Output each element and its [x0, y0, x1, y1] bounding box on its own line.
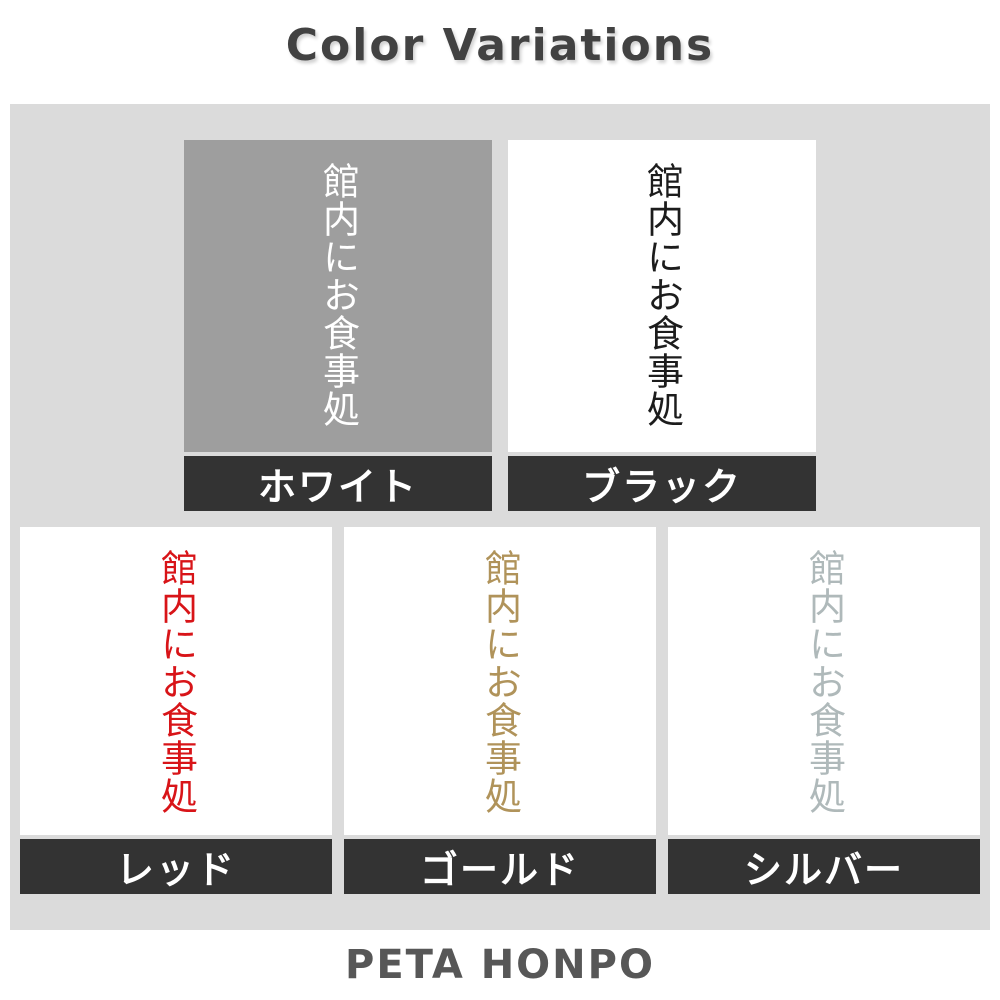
- vertical-sample-text-silver: 館内にお食事処: [803, 549, 845, 815]
- title-area: Color Variations: [0, 0, 1000, 104]
- variation-tile-gold: 館内にお食事処 ゴールド: [344, 527, 656, 894]
- vertical-sample-text-black: 館内にお食事処: [641, 162, 683, 428]
- variations-row-bottom: 館内にお食事処 レッド 館内にお食事処 ゴールド 館内にお食事処: [20, 527, 980, 894]
- swatch-black: 館内にお食事処: [508, 140, 816, 452]
- swatch-white: 館内にお食事処: [184, 140, 492, 452]
- variation-tile-silver: 館内にお食事処 シルバー: [668, 527, 980, 894]
- color-label-bar-silver: シルバー: [668, 839, 980, 894]
- color-label-gold: ゴールド: [419, 850, 580, 892]
- color-label-bar-red: レッド: [20, 839, 332, 894]
- vertical-sample-text-gold: 館内にお食事処: [479, 549, 521, 815]
- swatch-red: 館内にお食事処: [20, 527, 332, 835]
- color-label-red: レッド: [115, 850, 236, 892]
- color-label-bar-gold: ゴールド: [344, 839, 656, 894]
- color-label-silver: シルバー: [743, 850, 904, 892]
- footer-area: PETA HONPO: [0, 930, 1000, 1000]
- variation-tile-black: 館内にお食事処 ブラック: [508, 140, 816, 511]
- variations-row-top: 館内にお食事処 ホワイト 館内にお食事処 ブラック: [184, 140, 816, 511]
- vertical-sample-text-white: 館内にお食事処: [317, 162, 359, 428]
- vertical-sample-text-red: 館内にお食事処: [155, 549, 197, 815]
- variation-tile-red: 館内にお食事処 レッド: [20, 527, 332, 894]
- variations-panel: 館内にお食事処 ホワイト 館内にお食事処 ブラック 館内にお食事処: [10, 104, 990, 930]
- swatch-silver: 館内にお食事処: [668, 527, 980, 835]
- color-label-bar-white: ホワイト: [184, 456, 492, 511]
- color-label-white: ホワイト: [257, 467, 418, 509]
- variation-tile-white: 館内にお食事処 ホワイト: [184, 140, 492, 511]
- color-label-black: ブラック: [581, 467, 742, 509]
- color-label-bar-black: ブラック: [508, 456, 816, 511]
- brand-name: PETA HONPO: [345, 942, 655, 988]
- page-title: Color Variations: [285, 20, 715, 71]
- swatch-gold: 館内にお食事処: [344, 527, 656, 835]
